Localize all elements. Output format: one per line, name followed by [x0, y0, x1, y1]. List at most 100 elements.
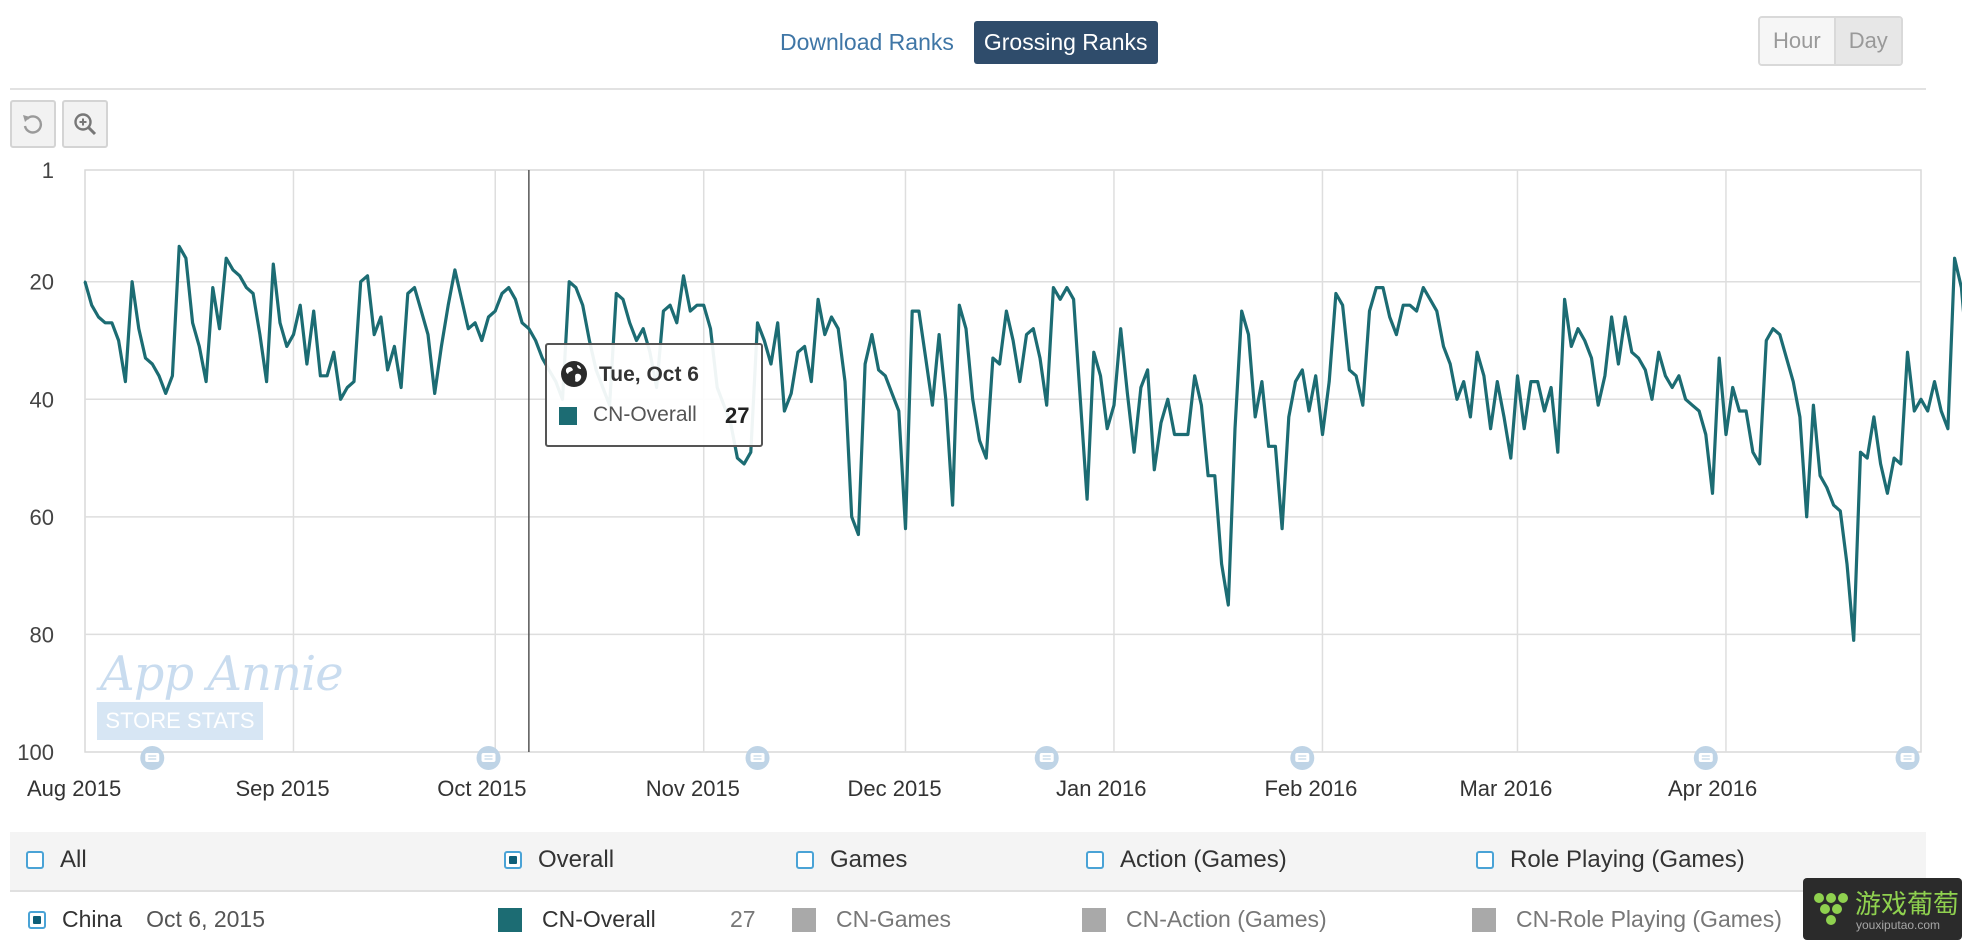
data-point: [944, 398, 947, 401]
data-point: [500, 292, 504, 295]
data-point: [958, 304, 961, 307]
data-point: [850, 515, 853, 518]
filter-role-playing[interactable]: Role Playing (Games): [1476, 846, 1745, 874]
checkbox-checked[interactable]: [28, 910, 46, 929]
checkbox[interactable]: [26, 851, 44, 869]
data-point: [1388, 315, 1391, 319]
x-tick-label: Jan 2016: [1056, 776, 1147, 801]
category-filter-row: All Overall Games Action (Games) Role Pl…: [10, 832, 1926, 892]
data-point: [756, 321, 759, 324]
checkbox[interactable]: [1476, 851, 1494, 869]
data-point: [325, 374, 329, 377]
tooltip-date: Tue, Oct 6: [599, 363, 699, 386]
x-tick-label: Oct 2015: [437, 776, 526, 801]
data-point: [1798, 415, 1802, 419]
data-point: [1180, 433, 1183, 436]
data-point: [1280, 527, 1284, 530]
data-point: [352, 380, 356, 383]
checkbox-checked[interactable]: [504, 851, 522, 869]
data-point: [642, 327, 645, 330]
data-point: [978, 439, 981, 442]
data-point: [803, 345, 806, 348]
day-button[interactable]: Day: [1833, 18, 1901, 64]
reset-zoom-button[interactable]: [10, 100, 56, 148]
data-point: [1751, 451, 1755, 454]
legend-cn-action[interactable]: CN-Action (Games): [1082, 906, 1327, 933]
data-point: [520, 321, 524, 324]
data-point: [1832, 503, 1835, 507]
filter-overall[interactable]: Overall: [504, 846, 614, 874]
data-point: [843, 380, 847, 383]
x-tick-label: Dec 2015: [847, 776, 941, 801]
checkbox[interactable]: [1086, 851, 1104, 869]
data-point: [1099, 374, 1102, 377]
annotation-bubble-icon: [1290, 746, 1315, 770]
data-point: [1240, 309, 1243, 313]
data-point: [494, 309, 497, 313]
x-tick-label: Aug 2015: [27, 776, 121, 801]
data-point: [877, 368, 880, 372]
data-point: [742, 462, 746, 466]
legend-swatch: [792, 907, 816, 932]
filter-action[interactable]: Action (Games): [1086, 846, 1287, 874]
data-point: [1052, 286, 1055, 289]
data-point: [763, 339, 766, 342]
data-point: [1341, 304, 1344, 307]
zoom-button[interactable]: [62, 100, 108, 148]
data-point: [534, 339, 537, 342]
data-point: [1233, 427, 1237, 430]
tab-grossing-ranks[interactable]: Grossing Ranks: [973, 20, 1158, 64]
data-point: [1415, 309, 1418, 313]
data-point: [1738, 409, 1741, 413]
data-point: [97, 315, 100, 319]
data-point: [1213, 474, 1217, 477]
reset-icon: [23, 115, 42, 134]
data-point: [1005, 309, 1008, 313]
data-point: [951, 503, 954, 507]
data-point: [1940, 409, 1943, 413]
tab-download-ranks[interactable]: Download Ranks: [780, 28, 954, 55]
data-point: [1260, 380, 1264, 383]
data-point: [790, 392, 793, 395]
legend-cn-overall[interactable]: CN-Overall: [498, 906, 656, 933]
legend-cn-rpg[interactable]: CN-Role Playing (Games): [1472, 906, 1782, 933]
data-point: [124, 380, 127, 383]
data-point: [574, 286, 578, 289]
data-point: [480, 339, 483, 342]
data-point: [399, 386, 403, 389]
filter-all[interactable]: All: [26, 846, 87, 874]
data-point: [1462, 380, 1465, 383]
data-point: [1892, 456, 1896, 460]
data-point: [1872, 415, 1876, 419]
country-china[interactable]: China Oct 6, 2015: [28, 906, 265, 933]
data-point: [393, 345, 396, 348]
data-point: [1818, 474, 1822, 477]
data-point: [527, 327, 531, 330]
legend-cn-games[interactable]: CN-Games: [792, 906, 951, 933]
data-point: [689, 309, 692, 313]
data-point: [171, 374, 174, 377]
data-point: [1583, 339, 1586, 342]
data-point: [164, 392, 167, 395]
data-point: [1354, 374, 1358, 377]
series-points: [83, 245, 1962, 642]
data-point: [144, 356, 147, 360]
x-tick-label: Apr 2016: [1668, 776, 1757, 801]
data-point: [1926, 409, 1929, 413]
data-point: [366, 274, 369, 277]
data-point: [1549, 386, 1553, 389]
checkbox[interactable]: [796, 851, 814, 869]
data-point: [1953, 257, 1956, 260]
y-tick-label: 100: [17, 740, 54, 765]
filter-games[interactable]: Games: [796, 846, 907, 874]
hour-button[interactable]: Hour: [1760, 18, 1834, 64]
data-point: [1247, 333, 1250, 336]
data-point: [1200, 404, 1203, 407]
data-point: [1442, 345, 1445, 348]
data-point: [931, 404, 934, 407]
data-point: [937, 333, 941, 336]
data-point: [1778, 333, 1782, 336]
tooltip-series-value: 27: [725, 403, 750, 428]
data-point: [991, 356, 995, 360]
data-point: [386, 368, 389, 372]
